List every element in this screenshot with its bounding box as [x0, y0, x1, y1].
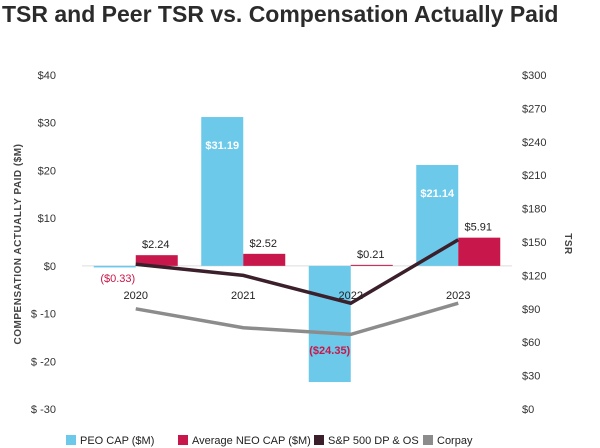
data-labels: ($0.33) $2.24 $31.19 $2.52 ($24.35) $0.21 $21.… [100, 140, 492, 357]
left-tick-label: $20 [38, 165, 56, 177]
right-tick-label: $180 [522, 204, 546, 216]
left-tick-label: $0 [44, 261, 56, 273]
legend-swatch [178, 435, 188, 445]
category-label: 2020 [124, 290, 148, 302]
peo-data-label: $31.19 [205, 140, 239, 152]
peo-cap-bar [93, 265, 136, 268]
legend-label: Average NEO CAP ($M) [192, 435, 311, 447]
legend-swatch [423, 435, 433, 445]
neo-data-label: $0.21 [357, 249, 385, 261]
right-tick-label: $60 [522, 337, 540, 349]
right-tick-label: $90 [522, 304, 540, 316]
category-label: 2022 [339, 290, 363, 302]
peo-cap-bar [416, 164, 459, 266]
peo-cap-bar [201, 117, 244, 266]
neo-cap-bar [458, 237, 501, 266]
corpay-line [135, 301, 459, 337]
legend-label: Corpay [437, 435, 473, 447]
right-tick-label: $210 [522, 170, 546, 182]
right-tick-label: $0 [522, 404, 534, 416]
chart-title: TSR and Peer TSR vs. Compensation Actual… [2, 1, 558, 27]
neo-data-label: $5.91 [464, 222, 492, 234]
left-tick-label: $10 [38, 213, 56, 225]
legend-swatch [66, 435, 76, 445]
neo-data-label: $2.24 [142, 239, 170, 251]
left-tick-label: $40 [38, 70, 56, 82]
category-label: 2023 [446, 290, 470, 302]
left-axis: $ -30 $ -20 $ -10 $0 $10 $20 $30 $40 [31, 70, 56, 416]
category-label: 2021 [231, 290, 255, 302]
left-tick-label: $ -30 [31, 404, 56, 416]
sp500-line [135, 238, 460, 306]
legend-swatch [314, 435, 324, 445]
neo-cap-bar [350, 264, 393, 266]
right-axis: $0 $30 $60 $90 $120 $150 $180 $210 $240 $270 $300 [522, 70, 546, 416]
neo-cap-bar [135, 255, 178, 266]
peo-data-label: $21.14 [420, 188, 455, 200]
left-tick-label: $ -10 [31, 309, 56, 321]
bars [93, 117, 501, 383]
peo-cap-bar [308, 265, 351, 383]
legend: PEO CAP ($M) Average NEO CAP ($M) S&P 500 … [66, 435, 473, 447]
neo-cap-bar [243, 253, 286, 266]
right-tick-label: $120 [522, 270, 546, 282]
right-axis-title: TSR [562, 233, 573, 255]
right-tick-label: $240 [522, 137, 546, 149]
left-tick-label: $30 [38, 118, 56, 130]
peo-data-label: ($0.33) [100, 273, 135, 285]
right-tick-label: $150 [522, 237, 546, 249]
category-labels: 2020 2021 2022 2023 [124, 290, 471, 302]
left-axis-title: COMPENSATION ACTUALLY PAID ($M) [13, 144, 24, 345]
legend-label: PEO CAP ($M) [80, 435, 154, 447]
peo-data-label: ($24.35) [309, 345, 350, 357]
right-tick-label: $30 [522, 371, 540, 383]
legend-label: S&P 500 DP & OS [328, 435, 419, 447]
right-tick-label: $270 [522, 103, 546, 115]
neo-data-label: $2.52 [249, 238, 277, 250]
right-tick-label: $300 [522, 70, 546, 82]
left-tick-label: $ -20 [31, 356, 56, 368]
lines [135, 238, 460, 337]
